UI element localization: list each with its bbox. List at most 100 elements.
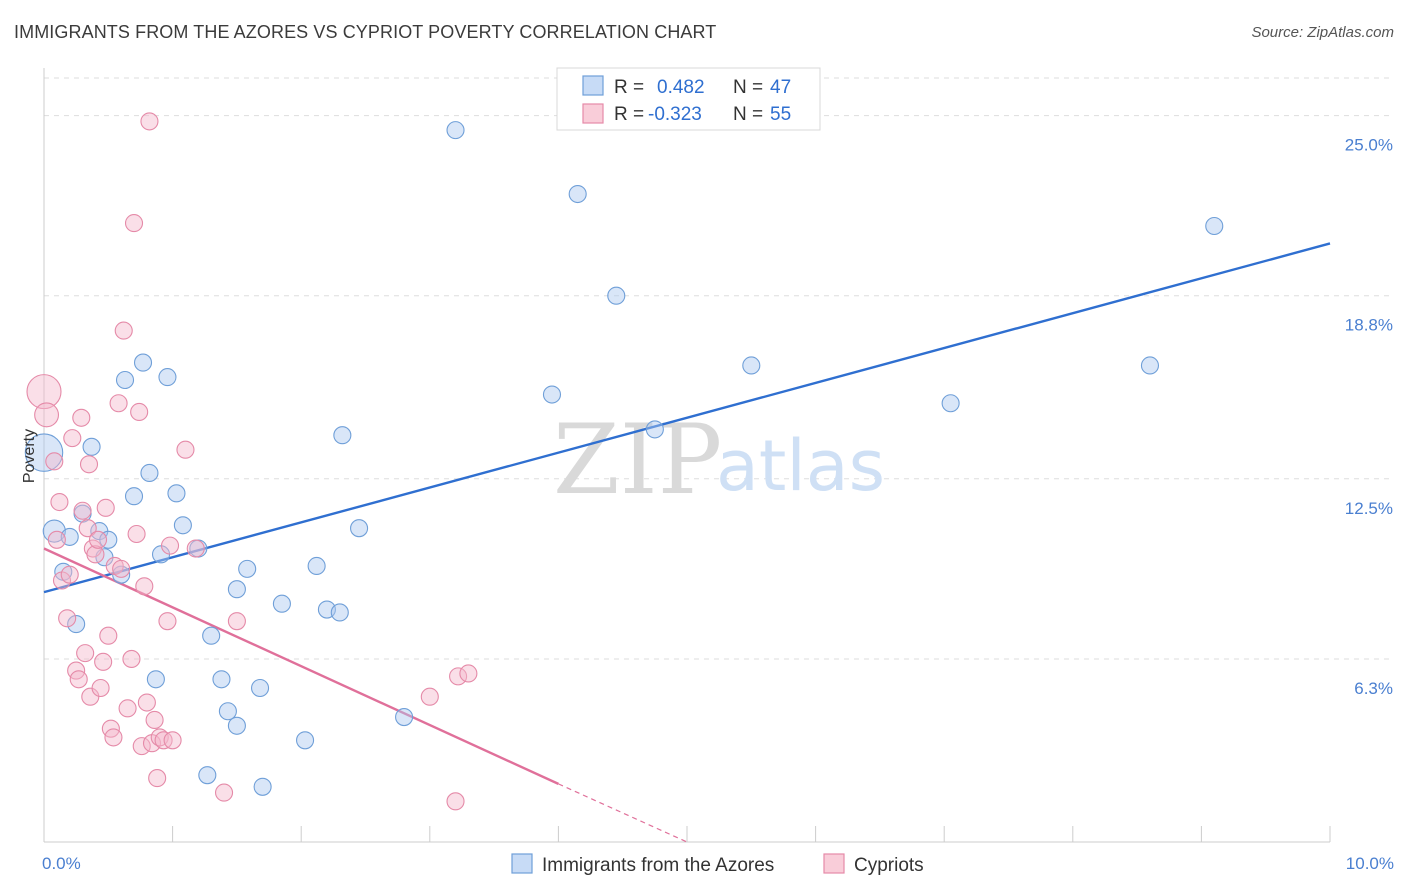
legend-blue-r-value: 0.482 bbox=[657, 77, 705, 98]
point-blue-41 bbox=[1140, 356, 1160, 375]
point-blue-6 bbox=[82, 437, 101, 456]
legend-pink-r-value: -0.323 bbox=[648, 104, 702, 125]
trend-line-pink bbox=[43, 547, 559, 785]
y-tick-label-1: 12.5% bbox=[1345, 499, 1393, 518]
point-blue-32 bbox=[350, 519, 369, 538]
point-blue-12 bbox=[124, 487, 144, 506]
y-tick-label-2: 18.8% bbox=[1345, 316, 1393, 335]
y-axis-label: Poverty bbox=[21, 429, 38, 483]
point-pink-12 bbox=[73, 501, 92, 520]
point-pink-46 bbox=[176, 440, 195, 459]
point-blue-34 bbox=[446, 121, 465, 140]
point-blue-36 bbox=[568, 184, 587, 204]
point-blue-37 bbox=[607, 286, 626, 305]
y-tick-label-3: 25.0% bbox=[1345, 136, 1393, 155]
point-pink-20 bbox=[94, 652, 113, 671]
point-pink-4 bbox=[50, 492, 69, 512]
point-pink-32 bbox=[127, 524, 146, 544]
data-points bbox=[24, 112, 1224, 811]
point-pink-11 bbox=[72, 408, 91, 427]
point-blue-31 bbox=[333, 426, 352, 445]
source-label: Source: ZipAtlas.com bbox=[1251, 24, 1394, 41]
point-pink-48 bbox=[214, 783, 234, 802]
point-pink-21 bbox=[96, 498, 115, 517]
point-pink-39 bbox=[145, 710, 164, 730]
point-pink-27 bbox=[112, 559, 131, 578]
point-pink-43 bbox=[158, 612, 177, 631]
trend-lines bbox=[43, 242, 1331, 843]
point-pink-51 bbox=[449, 667, 468, 686]
point-blue-22 bbox=[212, 670, 231, 689]
point-blue-17 bbox=[158, 368, 177, 387]
point-blue-0 bbox=[24, 433, 64, 472]
point-blue-27 bbox=[272, 594, 291, 613]
point-pink-36 bbox=[137, 693, 156, 712]
point-blue-18 bbox=[167, 484, 186, 503]
series-legend-pink-label: Cypriots bbox=[854, 855, 924, 876]
point-blue-39 bbox=[742, 356, 761, 375]
point-blue-4 bbox=[67, 615, 86, 634]
point-pink-30 bbox=[122, 649, 141, 668]
point-pink-35 bbox=[135, 577, 154, 596]
point-pink-54 bbox=[79, 455, 99, 474]
point-blue-19 bbox=[173, 516, 192, 535]
point-pink-47 bbox=[186, 539, 205, 558]
point-pink-10 bbox=[69, 670, 88, 689]
point-blue-40 bbox=[941, 394, 960, 413]
series-legend-pink-swatch bbox=[823, 853, 845, 874]
point-pink-29 bbox=[118, 699, 137, 718]
point-blue-38 bbox=[645, 420, 664, 439]
point-pink-40 bbox=[148, 769, 167, 788]
legend-blue-swatch bbox=[582, 75, 604, 96]
watermark: ZIP atlas bbox=[553, 404, 885, 516]
trend-line-blue bbox=[43, 242, 1331, 594]
point-blue-42 bbox=[1205, 216, 1224, 236]
point-pink-50 bbox=[420, 687, 439, 706]
x-tick-label-0: 0.0% bbox=[42, 854, 81, 873]
point-blue-33 bbox=[395, 708, 414, 727]
point-blue-35 bbox=[542, 385, 562, 404]
point-pink-37 bbox=[140, 112, 159, 131]
point-blue-23 bbox=[218, 702, 237, 721]
watermark-atlas: atlas bbox=[716, 425, 885, 507]
point-pink-8 bbox=[63, 429, 82, 448]
point-blue-15 bbox=[146, 670, 165, 689]
axes bbox=[43, 68, 1331, 843]
point-pink-22 bbox=[99, 626, 118, 645]
point-pink-6 bbox=[58, 609, 77, 628]
point-pink-26 bbox=[109, 394, 128, 413]
point-blue-13 bbox=[133, 353, 153, 372]
legend-pink-n-value: 55 bbox=[770, 104, 791, 125]
point-pink-44 bbox=[160, 536, 180, 555]
point-pink-31 bbox=[124, 214, 144, 233]
point-blue-29 bbox=[307, 556, 326, 576]
legend-pink-n-label: N = bbox=[733, 104, 763, 125]
point-pink-24 bbox=[104, 728, 123, 747]
series-legend-blue-label: Immigrants from the Azores bbox=[542, 855, 774, 876]
trend-extension-pink bbox=[558, 783, 688, 843]
tick-labels: 6.3% 12.5% 18.8% 25.0% 0.0% 10.0% bbox=[42, 136, 1394, 873]
point-blue-46 bbox=[198, 766, 217, 785]
point-pink-7 bbox=[60, 565, 79, 584]
point-pink-17 bbox=[86, 545, 105, 564]
point-blue-25 bbox=[238, 559, 257, 578]
stats-legend: R = 0.482 N = 47 R = -0.323 N = 55 bbox=[556, 67, 821, 131]
legend-blue-n-label: N = bbox=[733, 77, 763, 98]
point-pink-18 bbox=[88, 530, 108, 549]
series-legend: Immigrants from the Azores Cypriots bbox=[511, 853, 924, 876]
point-blue-11 bbox=[115, 370, 135, 390]
chart-title: IMMIGRANTS FROM THE AZORES VS CYPRIOT PO… bbox=[14, 22, 717, 42]
point-blue-43 bbox=[253, 777, 272, 796]
point-pink-14 bbox=[78, 519, 97, 538]
point-pink-13 bbox=[76, 644, 95, 663]
point-pink-45 bbox=[163, 731, 182, 750]
point-pink-2 bbox=[45, 452, 64, 471]
legend-pink-r-label: R = bbox=[614, 104, 644, 125]
point-blue-21 bbox=[202, 626, 221, 645]
point-blue-26 bbox=[250, 678, 270, 698]
point-pink-53 bbox=[446, 792, 465, 811]
legend-blue-n-value: 47 bbox=[770, 77, 791, 98]
point-pink-28 bbox=[114, 321, 133, 340]
point-pink-34 bbox=[132, 737, 151, 756]
